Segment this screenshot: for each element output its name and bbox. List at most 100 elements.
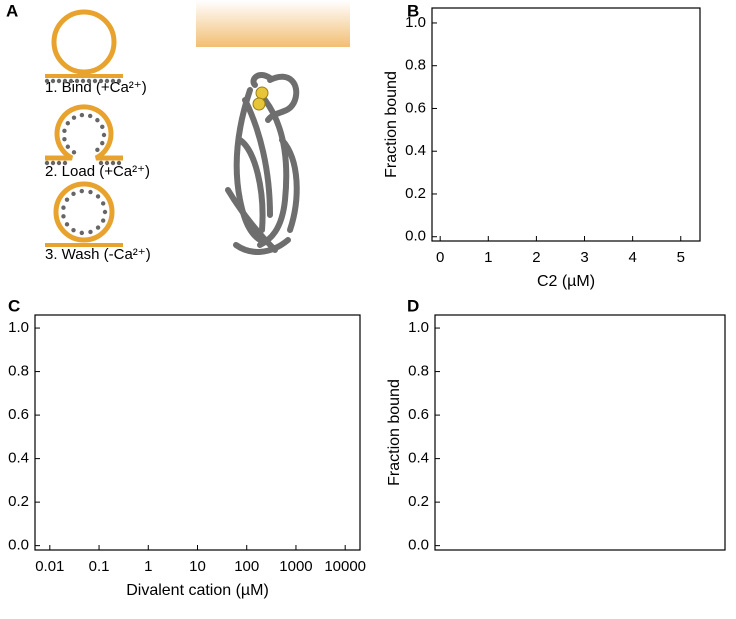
y-tick-label: 0.8 — [8, 363, 29, 380]
x-tick-label: 1 — [484, 249, 492, 266]
x-tick-label: 10 — [189, 558, 206, 575]
y-tick-label: 0.8 — [405, 57, 426, 74]
lipid-dot — [101, 132, 107, 138]
lipid-dot — [71, 191, 76, 197]
panel-label: C — [8, 296, 20, 315]
lipid-dot — [62, 160, 68, 166]
lipid-dot — [44, 160, 50, 166]
lipid-dot — [102, 209, 108, 215]
lipid-dot — [71, 115, 77, 120]
lipid-dot — [64, 197, 70, 202]
lipid-dot — [44, 78, 50, 84]
y-tick-label: 0.4 — [408, 450, 429, 467]
protein-ribbon — [279, 137, 300, 233]
x-tick-label: 1 — [144, 558, 152, 575]
y-tick-label: 0.4 — [8, 450, 29, 467]
x-axis-label: Divalent cation (µM) — [126, 582, 269, 599]
y-tick-label: 1.0 — [408, 319, 429, 336]
x-tick-label: 5 — [677, 249, 685, 266]
lipid-dot — [56, 78, 62, 84]
step-label: 1. Bind (+Ca²⁺) — [45, 79, 147, 96]
lipid-dot — [62, 78, 68, 84]
vesicle — [51, 9, 117, 75]
y-tick-label: 0.2 — [405, 185, 426, 202]
lipid-dot — [104, 160, 110, 166]
lipid-dot — [100, 124, 105, 130]
lipid-dot — [95, 225, 101, 230]
y-tick-label: 0.6 — [405, 99, 426, 116]
x-tick-label: 100 — [234, 558, 259, 575]
lipid-dot — [116, 160, 122, 166]
lipid-dot — [88, 229, 93, 235]
y-tick-label: 0.0 — [405, 228, 426, 245]
lipid-dot — [95, 194, 101, 199]
y-tick-label: 1.0 — [8, 319, 29, 336]
lipid-dot — [95, 147, 100, 153]
lipid-dot — [79, 188, 85, 194]
panel-label: A — [6, 1, 18, 20]
lipid-dot — [61, 205, 66, 210]
lipid-dot — [80, 78, 86, 84]
y-tick-label: 0.2 — [8, 493, 29, 510]
lipid-dot — [50, 78, 56, 84]
x-tick-label: 3 — [580, 249, 588, 266]
protein-ribbon — [250, 72, 273, 88]
lipid-dot — [95, 117, 100, 123]
panel-label: B — [407, 1, 419, 20]
x-tick-label: 2 — [532, 249, 540, 266]
x-tick-label: 0.1 — [89, 558, 110, 575]
lipid-dot — [98, 160, 104, 166]
lipid-dot — [100, 218, 106, 223]
calcium-ion — [255, 86, 269, 100]
lipid-dot — [110, 78, 116, 84]
lipid-dot — [100, 201, 106, 206]
panel-label: D — [407, 296, 419, 315]
y-tick-label: 0.6 — [8, 406, 29, 423]
lipid-dot — [88, 189, 93, 195]
protein-ribbon — [233, 87, 263, 243]
step-label: 3. Wash (-Ca²⁺) — [45, 246, 151, 263]
y-axis-label: Fraction bound — [0, 379, 3, 486]
y-tick-label: 0.0 — [408, 537, 429, 554]
plot-frame — [431, 7, 701, 242]
lipid-dot — [100, 140, 105, 146]
protein-ribbon — [265, 73, 300, 123]
lipid-dot — [110, 160, 116, 166]
membrane-gradient — [196, 0, 350, 47]
x-tick-label: 0 — [436, 249, 444, 266]
lipid-dot — [86, 78, 92, 84]
y-tick-label: 0.2 — [408, 493, 429, 510]
protein-ribbon — [225, 187, 278, 253]
x-tick-label: 1000 — [279, 558, 312, 575]
lipid-dot — [71, 227, 76, 233]
lipid-dot — [68, 78, 74, 84]
lipid-dot — [62, 128, 67, 134]
y-tick-label: 0.8 — [408, 363, 429, 380]
x-tick-label: 4 — [628, 249, 636, 266]
y-axis-label: Fraction bound — [386, 379, 403, 486]
x-axis-label: C2 (µM) — [537, 273, 595, 290]
lipid-dot — [87, 113, 93, 119]
lipid-dot — [116, 78, 122, 84]
vesicle — [53, 181, 115, 243]
lipid-dot — [98, 78, 104, 84]
lipid-dot — [64, 222, 70, 227]
lipid-dot — [62, 136, 67, 142]
step-label: 2. Load (+Ca²⁺) — [45, 163, 150, 180]
lipid-dot — [79, 230, 85, 236]
lipid-dot — [92, 78, 98, 84]
y-tick-label: 0.6 — [408, 406, 429, 423]
lipid-dot — [65, 144, 71, 149]
lipid-dot — [56, 160, 62, 166]
y-tick-label: 1.0 — [405, 14, 426, 31]
lipid-dot — [71, 150, 77, 155]
x-tick-label: 10000 — [324, 558, 366, 575]
lipid-dot — [104, 78, 110, 84]
protein-ribbon — [233, 237, 291, 255]
lipid-dot — [65, 121, 71, 126]
y-axis-label: Fraction bound — [383, 71, 400, 178]
protein-ribbon — [237, 137, 266, 233]
